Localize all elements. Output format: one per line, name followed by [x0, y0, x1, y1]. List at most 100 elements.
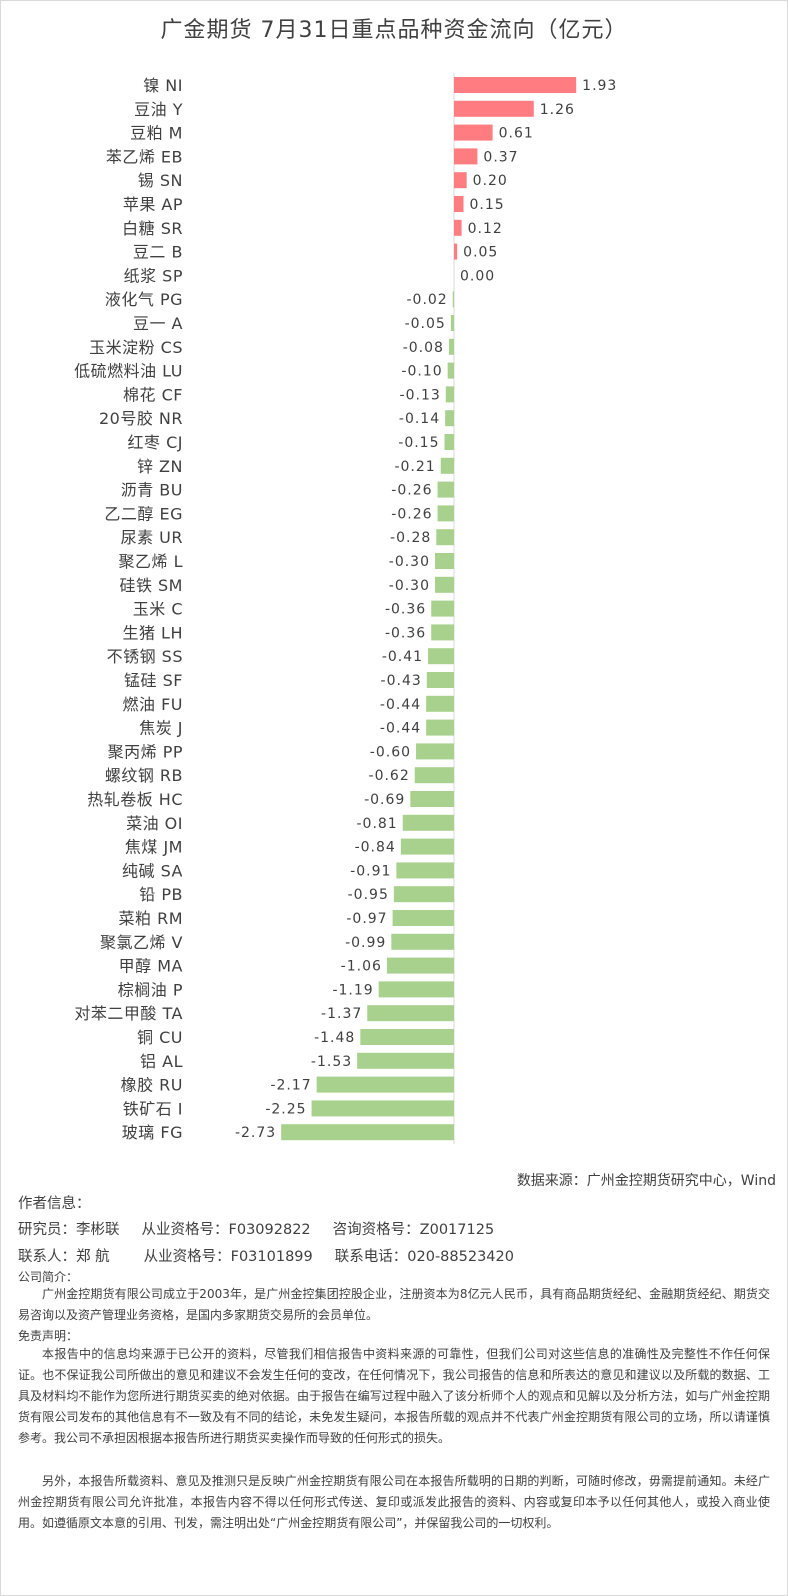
bar	[281, 1124, 454, 1141]
value-label: -1.48	[314, 1030, 355, 1046]
category-label: 聚氯乙烯 V	[100, 933, 183, 952]
bar	[440, 457, 454, 474]
bar	[392, 910, 454, 926]
bar	[454, 219, 462, 236]
contact-cert: 从业资格号：F03101899	[143, 1249, 313, 1265]
value-label: -0.13	[400, 387, 441, 403]
value-label: -0.14	[399, 411, 440, 427]
bar	[426, 695, 454, 712]
disclaimer-text-1: 本报告中的信息均来源于已公开的资料，尽管我们相信报告中资料来源的可靠性，但我们公…	[18, 1347, 770, 1445]
bar	[454, 172, 467, 189]
researcher-cert: 从业资格号：F03092822	[141, 1222, 311, 1238]
value-label: -0.21	[394, 459, 435, 475]
bar	[414, 767, 454, 784]
value-label: -0.15	[398, 435, 439, 451]
value-label: 0.12	[468, 221, 503, 237]
value-label: -0.95	[348, 887, 389, 903]
category-label: 锰硅 SF	[124, 671, 183, 690]
value-label: -0.84	[355, 840, 396, 856]
bar	[454, 148, 478, 165]
value-label: -0.30	[389, 554, 430, 570]
bar	[402, 814, 454, 831]
value-label: 1.26	[540, 102, 575, 118]
bar	[454, 196, 464, 212]
category-label: 苯乙烯 EB	[106, 147, 183, 166]
value-label: 0.37	[483, 149, 518, 165]
category-label: 纯碱 SA	[122, 861, 183, 880]
value-label: -0.36	[385, 602, 426, 618]
category-label: 焦煤 JM	[125, 838, 183, 857]
category-label: 红枣 CJ	[128, 433, 183, 452]
category-label: 甲醇 MA	[119, 957, 183, 976]
value-label: 1.93	[582, 78, 617, 94]
category-label: 棉花 CF	[123, 385, 183, 404]
bar	[437, 481, 454, 498]
category-label: 玻璃 FG	[122, 1123, 183, 1142]
bar	[316, 1076, 454, 1093]
bar	[454, 243, 458, 260]
category-label: 苹果 AP	[123, 195, 183, 214]
bar	[431, 624, 454, 641]
value-label: -0.44	[380, 721, 421, 737]
bar	[426, 672, 454, 688]
value-label: -0.91	[350, 863, 391, 879]
category-label: 20号胶 NR	[99, 409, 183, 428]
value-label: -0.30	[389, 578, 430, 594]
value-label: 0.20	[473, 173, 508, 189]
category-label: 聚丙烯 PP	[108, 742, 183, 761]
value-label: -0.60	[370, 744, 411, 760]
bar	[431, 600, 454, 617]
value-label: -0.28	[390, 530, 431, 546]
category-label: 玉米淀粉 CS	[89, 338, 183, 357]
category-label: 橡胶 RU	[121, 1076, 183, 1095]
value-label: -1.06	[341, 959, 382, 975]
value-label: -1.37	[321, 1006, 362, 1022]
value-label: -0.26	[391, 506, 432, 522]
bar	[311, 1100, 454, 1117]
category-label: 锌 ZN	[137, 457, 183, 476]
value-label: -2.25	[265, 1101, 306, 1117]
value-label: 0.61	[499, 126, 534, 142]
value-label: -0.08	[403, 340, 444, 356]
bar	[426, 719, 454, 736]
category-label: 螺纹钢 RB	[105, 766, 183, 785]
value-label: 0.05	[463, 245, 498, 261]
category-label: 液化气 PG	[105, 290, 183, 309]
researcher-consult: 咨询资格号：Z0017125	[332, 1222, 495, 1238]
chart-title: 广金期货 7月31日重点品种资金流向（亿元）	[160, 18, 628, 43]
category-label: 豆油 Y	[134, 100, 183, 119]
value-label: -0.69	[364, 792, 405, 808]
researcher-line: 研究员：李彬联 从业资格号：F03092822 咨询资格号：Z0017125	[18, 1218, 494, 1239]
disclaimer-heading: 免责声明：	[18, 1329, 79, 1343]
category-label: 菜油 OI	[126, 814, 183, 833]
value-label: -0.44	[380, 697, 421, 713]
bar	[416, 743, 454, 760]
value-label: -1.19	[332, 982, 373, 998]
value-label: -0.36	[385, 625, 426, 641]
category-label: 聚乙烯 L	[118, 552, 183, 571]
category-label: 燃油 FU	[122, 695, 183, 714]
bar	[437, 505, 454, 522]
category-label: 乙二醇 EG	[104, 504, 183, 523]
value-label: -0.10	[401, 364, 442, 380]
researcher-name: 研究员：李彬联	[18, 1222, 120, 1238]
category-label: 尿素 UR	[121, 528, 183, 547]
category-label: 硅铁 SM	[119, 576, 183, 595]
value-label: -0.43	[381, 673, 422, 689]
bar	[396, 862, 454, 879]
category-label: 铅 PB	[139, 885, 183, 904]
value-label: 0.15	[469, 197, 504, 213]
bar	[393, 886, 454, 903]
category-label: 棕榈油 P	[118, 980, 183, 999]
value-label: -0.81	[356, 816, 397, 832]
bar	[450, 315, 454, 331]
category-label: 镍 NI	[143, 76, 183, 95]
bar	[391, 933, 454, 950]
bar	[400, 838, 454, 855]
category-label: 热轧卷板 HC	[87, 790, 183, 809]
bar	[447, 362, 454, 379]
bar	[454, 124, 493, 141]
category-label: 生猪 LH	[122, 623, 183, 642]
bar	[367, 1005, 454, 1022]
bar	[436, 529, 454, 546]
